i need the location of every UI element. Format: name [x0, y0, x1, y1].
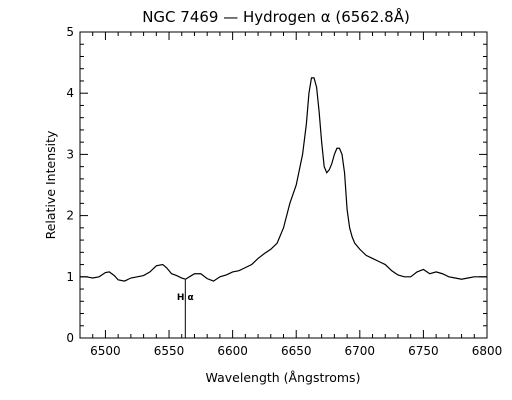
x-tick-label: 6650: [281, 344, 312, 358]
x-tick-label: 6500: [90, 344, 121, 358]
y-tick-label: 3: [66, 147, 74, 161]
y-tick-label: 1: [66, 270, 74, 284]
x-tick-label: 6600: [217, 344, 248, 358]
x-tick-label: 6800: [472, 344, 503, 358]
x-tick-label: 6700: [345, 344, 376, 358]
plot-frame: [79, 31, 488, 339]
spectrum-line: [80, 77, 487, 282]
chart-title: NGC 7469 — Hydrogen α (6562.8Å): [142, 7, 410, 26]
y-tick-label: 2: [66, 209, 74, 223]
axis-ticks: [79, 31, 488, 339]
x-axis-label: Wavelength (Ångstroms): [206, 370, 361, 385]
axis-tick-labels: 6500 6550 6600 6650 6700 6750 6800 0 1 2 3 4 5: [66, 25, 502, 358]
x-tick-label: 6750: [408, 344, 439, 358]
y-axis-label: Relative Intensity: [43, 130, 58, 239]
y-tick-label: 4: [66, 86, 74, 100]
y-tick-label: 5: [66, 25, 74, 39]
h-alpha-label: H α: [177, 293, 194, 303]
y-tick-label: 0: [66, 331, 74, 345]
x-tick-label: 6550: [154, 344, 185, 358]
